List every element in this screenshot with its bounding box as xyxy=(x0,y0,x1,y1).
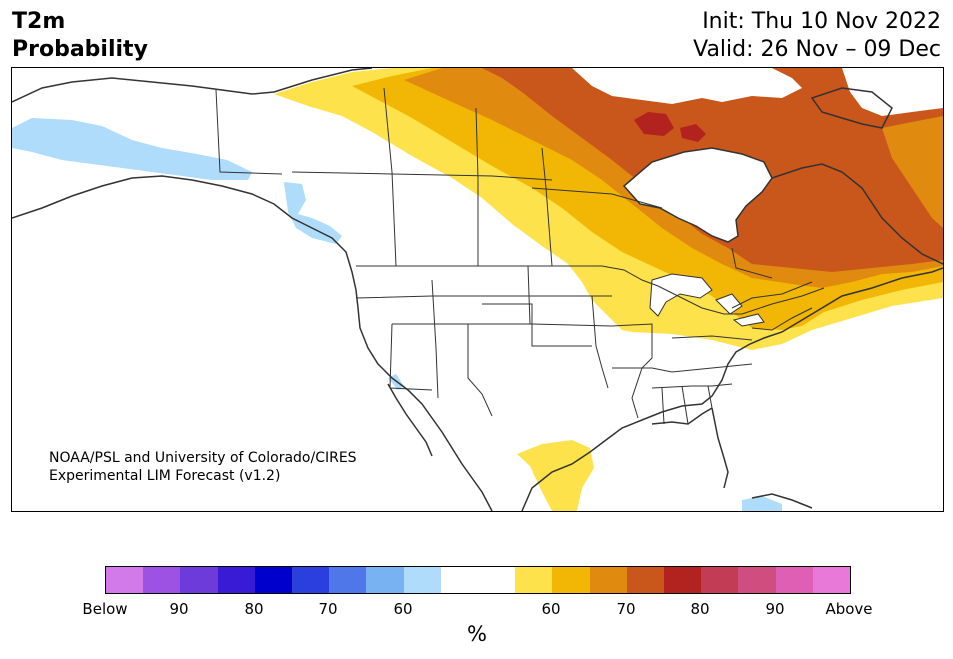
colorbar-cell-1 xyxy=(143,567,181,593)
map-title: T2m Probability xyxy=(12,8,148,64)
colorbar-cell-13 xyxy=(589,567,627,593)
colorbar-cell-6 xyxy=(329,567,367,593)
colorbar-cell-19 xyxy=(812,567,851,593)
colorbar-cell-7 xyxy=(366,567,404,593)
colorbar-tick-above-60: 60 xyxy=(541,600,561,618)
shade-below-coast xyxy=(284,182,342,244)
colorbar-cell-9 xyxy=(440,567,479,593)
colorbar-cell-10 xyxy=(478,567,516,593)
colorbar-tick-below: Below xyxy=(82,600,128,618)
credit-line-2: Experimental LIM Forecast (v1.2) xyxy=(49,468,281,484)
forecast-dates: Init: Thu 10 Nov 2022 Valid: 26 Nov – 09… xyxy=(693,8,941,64)
great-lakes xyxy=(649,273,765,327)
shade-above-60-texas xyxy=(517,440,594,511)
colorbar-cell-0 xyxy=(106,567,144,593)
title-line-2: Probability xyxy=(12,37,148,62)
shade-above-80-b xyxy=(680,124,706,142)
colorbar-tick-above-70: 70 xyxy=(616,600,636,618)
coastlines xyxy=(12,68,943,511)
map-canvas xyxy=(12,68,943,511)
colorbar-cell-5 xyxy=(292,567,330,593)
colorbar-tick-below-80: 80 xyxy=(244,600,264,618)
shade-below-alaska xyxy=(12,118,252,180)
colorbar-tick-below-60: 60 xyxy=(393,600,413,618)
colorbar-cell-16 xyxy=(701,567,739,593)
hudson-bay xyxy=(622,147,773,243)
colorbar-cell-2 xyxy=(180,567,218,593)
colorbar-tick-below-70: 70 xyxy=(318,600,338,618)
colorbar-cell-17 xyxy=(738,567,776,593)
colorbar-cell-8 xyxy=(403,567,441,593)
colorbar-cell-15 xyxy=(664,567,702,593)
colorbar-unit: % xyxy=(467,622,487,646)
credit-text: NOAA/PSL and University of Colorado/CIRE… xyxy=(49,449,357,485)
colorbar-cell-4 xyxy=(254,567,293,593)
title-line-1: T2m xyxy=(12,9,66,34)
political-borders xyxy=(215,87,825,425)
colorbar-tick-above-80: 80 xyxy=(690,600,710,618)
shade-above-80 xyxy=(634,112,674,136)
valid-date: Valid: 26 Nov – 09 Dec xyxy=(693,37,941,62)
colorbar-cell-18 xyxy=(775,567,813,593)
colorbar-cell-3 xyxy=(217,567,255,593)
colorbar-cell-12 xyxy=(552,567,590,593)
colorbar-tick-below-90: 90 xyxy=(169,600,189,618)
forecast-map xyxy=(11,67,944,512)
credit-line-1: NOAA/PSL and University of Colorado/CIRE… xyxy=(49,450,357,466)
colorbar-cell-14 xyxy=(626,567,665,593)
arctic-water-east xyxy=(842,68,943,116)
init-date: Init: Thu 10 Nov 2022 xyxy=(702,9,941,34)
colorbar-cell-11 xyxy=(515,567,553,593)
arctic-water xyxy=(572,68,802,104)
shade-below-cuba xyxy=(742,496,782,511)
colorbar-tick-above: Above xyxy=(825,600,873,618)
colorbar-tick-above-90: 90 xyxy=(765,600,785,618)
probability-colorbar xyxy=(105,566,851,594)
